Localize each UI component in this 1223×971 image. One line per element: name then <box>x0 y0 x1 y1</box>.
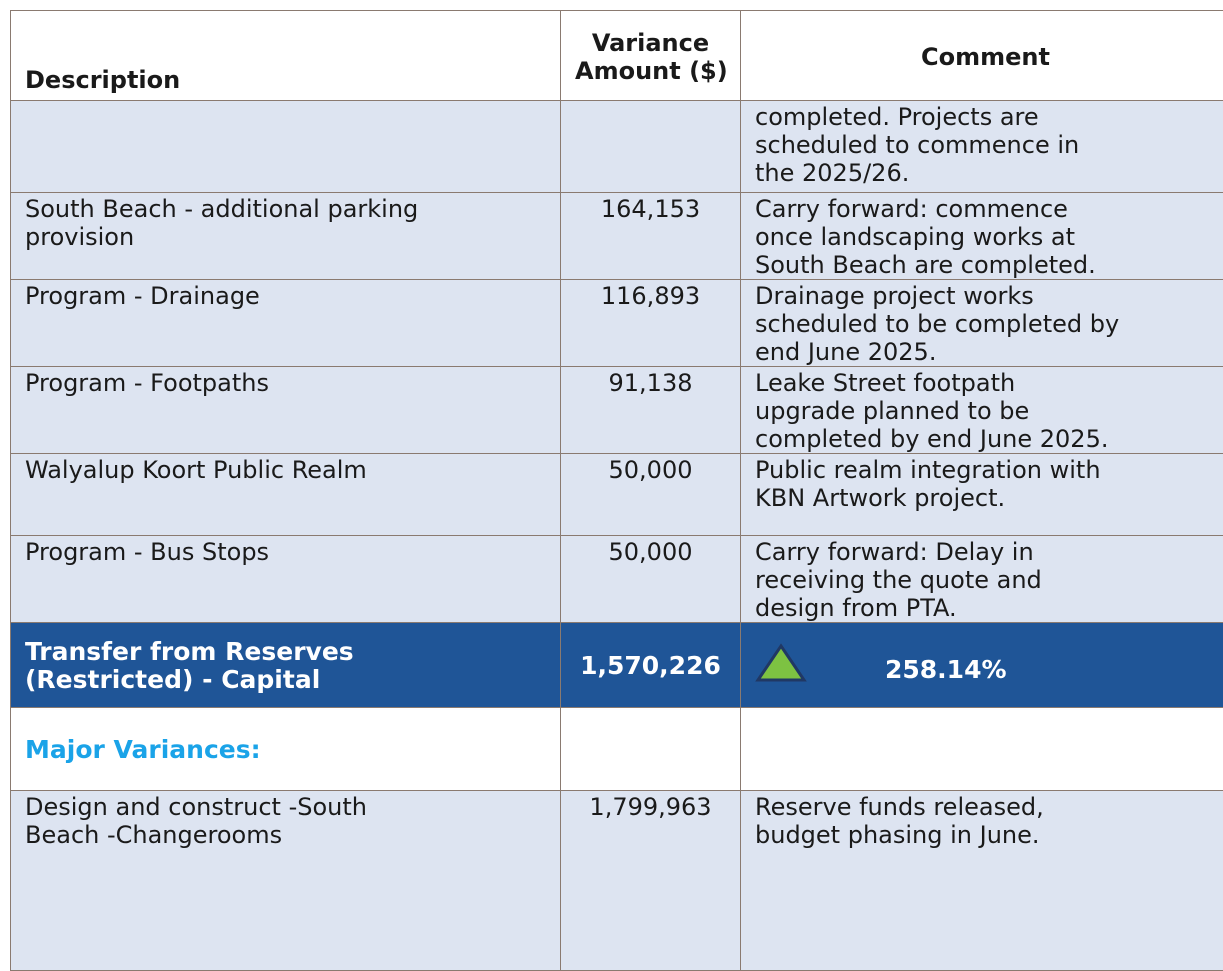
section-cell: Major Variances: <box>11 708 561 791</box>
comment-text: scheduled to commence in <box>755 131 1216 159</box>
header-text: Variance <box>575 29 726 57</box>
table-row: Walyalup Koort Public Realm 50,000 Public … <box>11 454 1223 536</box>
total-variance: 1,570,226 <box>561 623 741 708</box>
triangle <box>755 643 807 683</box>
description-cell: Program - Bus Stops <box>11 536 561 623</box>
comment-text: completed by end June 2025. <box>755 425 1216 453</box>
percent-text: 258.14% <box>755 648 1216 684</box>
variance-cell: 50,000 <box>561 454 741 536</box>
variance-cell: 1,799,963 <box>561 791 741 971</box>
comment-text: completed. Projects are <box>755 103 1216 131</box>
table-row: Program - Bus Stops 50,000 Carry forward: … <box>11 536 1223 623</box>
variance-text: 116,893 <box>575 282 726 310</box>
variance-cell: 91,138 <box>561 367 741 454</box>
total-row: Transfer from Reserves(Restricted) - Cap… <box>11 623 1223 708</box>
total-percent: 258.14% <box>741 623 1223 708</box>
total-description: Transfer from Reserves(Restricted) - Cap… <box>11 623 561 708</box>
comment-text: Reserve funds released, <box>755 793 1216 821</box>
comment-cell: Reserve funds released,budget phasing in… <box>741 791 1223 971</box>
header-text: Comment <box>755 43 1216 71</box>
variance-cell: 164,153 <box>561 193 741 280</box>
comment-text: receiving the quote and <box>755 566 1216 594</box>
empty-cell <box>561 708 741 791</box>
comment-text: Leake Street footpath <box>755 369 1216 397</box>
triangle-shape <box>758 646 804 680</box>
description-text: Walyalup Koort Public Realm <box>25 456 546 484</box>
variance-text: 50,000 <box>575 538 726 566</box>
section-title: Major Variances: <box>25 736 546 764</box>
variance-text: 91,138 <box>575 369 726 397</box>
variance-cell <box>561 101 741 193</box>
description-cell: Program - Drainage <box>11 280 561 367</box>
comment-text: Carry forward: Delay in <box>755 538 1216 566</box>
variance-text: 164,153 <box>575 195 726 223</box>
description-text: Design and construct -South <box>25 793 546 821</box>
variance-cell: 50,000 <box>561 536 741 623</box>
description-cell: Walyalup Koort Public Realm <box>11 454 561 536</box>
comment-text: budget phasing in June. <box>755 821 1216 849</box>
header-cell: Description <box>11 11 561 101</box>
header-text: Description <box>25 66 546 94</box>
description-text: South Beach - additional parking <box>25 195 546 223</box>
variance-cell: 116,893 <box>561 280 741 367</box>
description-text: Beach -Changerooms <box>25 821 546 849</box>
comment-text: end June 2025. <box>755 338 1216 366</box>
header-text: Amount ($) <box>575 57 726 85</box>
comment-text: Carry forward: commence <box>755 195 1216 223</box>
comment-text: Public realm integration with <box>755 456 1216 484</box>
total-text: Transfer from Reserves <box>25 638 546 666</box>
variance-text: 50,000 <box>575 456 726 484</box>
comment-text: KBN Artwork project. <box>755 484 1216 512</box>
comment-text: upgrade planned to be <box>755 397 1216 425</box>
empty-cell <box>741 708 1223 791</box>
description-text: Program - Drainage <box>25 282 546 310</box>
description-text: Program - Bus Stops <box>25 538 546 566</box>
description-text: Program - Footpaths <box>25 369 546 397</box>
description-cell <box>11 101 561 193</box>
table-row: Program - Drainage 116,893 Drainage projec… <box>11 280 1223 367</box>
total-value: 1,570,226 <box>575 652 726 680</box>
table-row: Program - Footpaths 91,138 Leake Street fo… <box>11 367 1223 454</box>
total-text: (Restricted) - Capital <box>25 666 546 694</box>
section-row: Major Variances: <box>11 708 1223 791</box>
comment-text: the 2025/26. <box>755 159 1216 187</box>
description-cell: Program - Footpaths <box>11 367 561 454</box>
header-cell: Comment <box>741 11 1223 101</box>
comment-text: once landscaping works at <box>755 223 1216 251</box>
comment-text: South Beach are completed. <box>755 251 1216 279</box>
comment-text: scheduled to be completed by <box>755 310 1216 338</box>
variance-text: 1,799,963 <box>575 793 726 821</box>
comment-text: design from PTA. <box>755 594 1216 622</box>
comment-text: Drainage project works <box>755 282 1216 310</box>
description-text: provision <box>25 223 546 251</box>
up-arrow-icon <box>755 643 807 689</box>
